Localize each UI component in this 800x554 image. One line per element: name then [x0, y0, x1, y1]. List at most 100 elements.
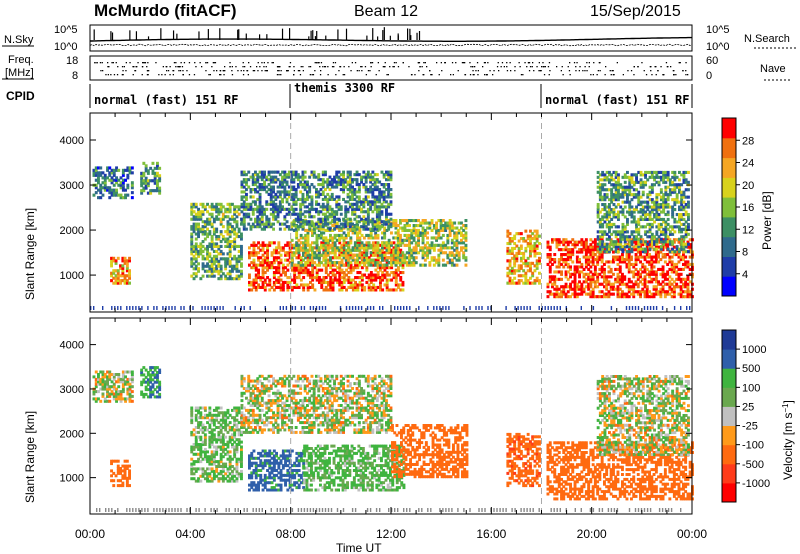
echo-cell [201, 254, 205, 258]
echo-cell [410, 236, 414, 240]
echo-cell [596, 255, 600, 259]
echo-cell [337, 170, 341, 174]
echo-cell [598, 267, 602, 271]
echo-cell [331, 280, 335, 284]
echo-cell [381, 288, 385, 292]
echo-cell [410, 248, 414, 252]
echo-cell [593, 272, 597, 276]
freq-sample [610, 74, 612, 76]
echo-cell [614, 258, 618, 262]
freq-sample [444, 62, 446, 64]
echo-cell [641, 287, 645, 291]
echo-cell [283, 217, 287, 221]
echo-cell [373, 183, 377, 187]
echo-cell [677, 277, 681, 281]
echo-cell [661, 275, 665, 279]
echo-cell [367, 256, 371, 260]
echo-cell [335, 221, 339, 225]
echo-cell [306, 241, 310, 245]
echo-cell [553, 280, 557, 284]
echo-cell [328, 195, 332, 199]
echo-cell [121, 264, 125, 268]
echo-cell [346, 210, 350, 214]
echo-cell [392, 271, 396, 275]
echo-cell [299, 263, 303, 267]
echo-cell [358, 283, 362, 287]
echo-cell [560, 292, 563, 296]
echo-cell [608, 213, 611, 217]
echo-cell [351, 278, 355, 282]
cpid-label: CPID [6, 89, 35, 103]
echo-cell [374, 246, 378, 250]
echo-cell [321, 202, 325, 206]
echo-cell [551, 262, 554, 266]
echo-cell [564, 238, 568, 242]
freq-sample [549, 70, 551, 72]
freq-sample [582, 70, 584, 72]
echo-cell [123, 261, 127, 265]
echo-cell [387, 261, 391, 265]
echo-cell [636, 255, 640, 259]
echo-cell [245, 192, 248, 196]
echo-cell [158, 166, 162, 170]
freq-sample [410, 74, 413, 76]
echo-cell [295, 246, 299, 250]
echo-cell [321, 192, 325, 196]
echo-cell [605, 260, 609, 264]
echo-cell [306, 205, 309, 209]
echo-cell [357, 200, 361, 204]
echo-cell [374, 243, 378, 247]
echo-cell [430, 246, 434, 250]
echo-cell [607, 265, 611, 269]
echo-cell [675, 272, 679, 276]
echo-cell [110, 178, 114, 182]
echo-cell [311, 276, 315, 280]
echo-cell [219, 232, 223, 236]
freq-sample [584, 70, 586, 72]
echo-cell [616, 275, 620, 279]
echo-cell [610, 175, 614, 179]
echo-cell [276, 178, 280, 182]
echo-cell [374, 276, 378, 280]
echo-cell [260, 212, 264, 216]
echo-cell [215, 235, 219, 239]
echo-cell [363, 251, 367, 255]
echo-cell [281, 263, 285, 267]
echo-cell [313, 231, 317, 235]
echo-cell [347, 280, 351, 284]
echo-cell [405, 221, 409, 225]
echo-cell [235, 222, 239, 226]
echo-cell [564, 248, 568, 252]
echo-cell [679, 295, 683, 299]
echo-cell [192, 244, 196, 248]
echo-cell [412, 228, 416, 232]
echo-cell [121, 173, 125, 177]
echo-cell [367, 236, 371, 240]
echo-cell [274, 217, 278, 221]
echo-cell [203, 264, 207, 268]
echo-cell [381, 271, 385, 275]
echo-cell [126, 168, 130, 172]
echo-cell [390, 231, 393, 235]
echo-cell [380, 183, 384, 187]
echo-cell [212, 262, 216, 266]
echo-cell [311, 278, 315, 282]
echo-cell [526, 281, 530, 285]
echo-cell [349, 278, 353, 282]
echo-cell [401, 219, 405, 223]
echo-cell [571, 248, 575, 252]
echo-cell [302, 258, 305, 262]
echo-cell [517, 269, 521, 273]
echo-cell [317, 192, 321, 196]
echo-cell [670, 282, 674, 286]
echo-cell [548, 260, 552, 264]
echo-cell [684, 295, 688, 299]
echo-cell [385, 278, 389, 282]
echo-cell [605, 232, 609, 236]
freq-sample [643, 70, 645, 72]
echo-cell [304, 233, 308, 237]
echo-cell [344, 253, 348, 257]
echo-cell [598, 272, 602, 276]
echo-cell [382, 175, 386, 179]
echo-cell [428, 243, 432, 247]
